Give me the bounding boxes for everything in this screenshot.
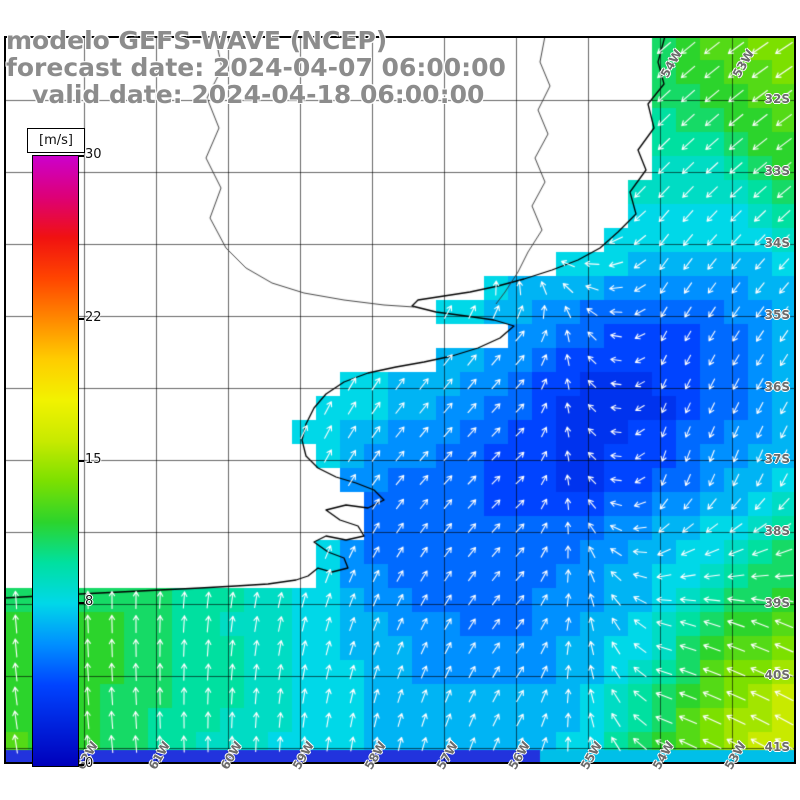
wind-field-canvas xyxy=(4,36,796,764)
colorbar-tick-mark xyxy=(78,764,84,766)
